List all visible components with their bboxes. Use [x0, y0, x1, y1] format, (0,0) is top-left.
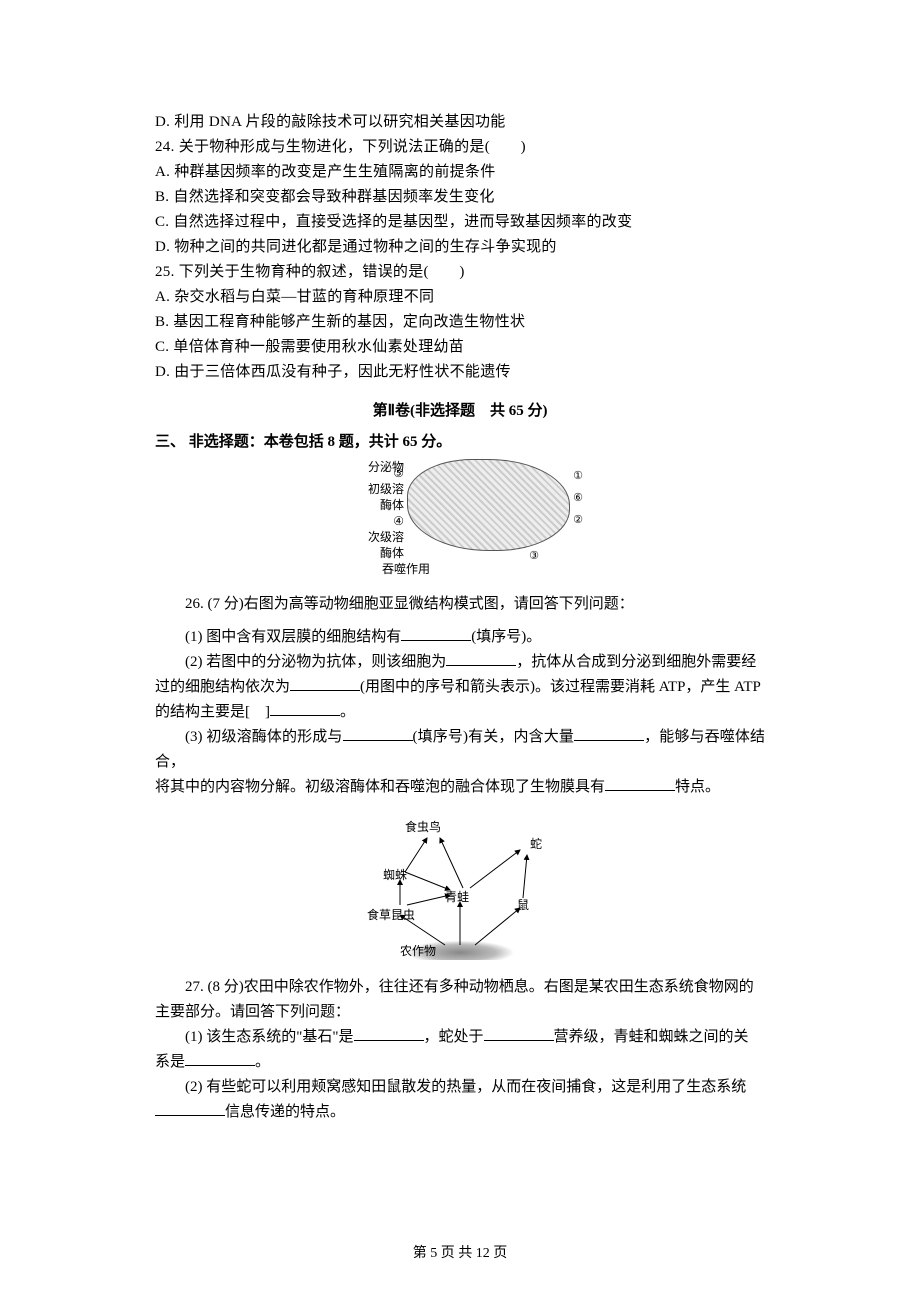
figure-2-food-web: 食虫鸟 蛇 蜘蛛 青蛙 鼠 食草昆虫 农作物 [345, 810, 575, 960]
q27-sub2-line1: (2) 有些蛇可以利用颊窝感知田鼠散发的热量，从而在夜间捕食，这是利用了生态系统 [155, 1075, 765, 1100]
page-footer: 第 5 页 共 12 页 [0, 1242, 920, 1262]
q24-option-b: B. 自然选择和突变都会导致种群基因频率发生变化 [155, 185, 765, 210]
q26-sub2-line2: 过的细胞结构依次为 (用图中的序号和箭头表示)。该过程需要消耗 ATP，产生 AT… [155, 675, 765, 700]
q26-sub2-line3: 的结构主要是[ ] 。 [155, 700, 765, 725]
fig2-node-insect: 食草昆虫 [367, 906, 415, 923]
q26-2-text-a: (2) 若图中的分泌物为抗体，则该细胞为 [185, 654, 446, 670]
fig1-label-primary-lyso-2: 酶体 [350, 497, 407, 513]
part2-subtitle: 三、 非选择题：本卷包括 8 题，共计 65 分。 [155, 430, 765, 451]
blank [605, 775, 675, 791]
q27-1-text-a: (1) 该生态系统的"基石"是 [185, 1029, 354, 1045]
blank [484, 1025, 554, 1041]
q26-sub1: (1) 图中含有双层膜的细胞结构有 (填序号)。 [155, 625, 765, 650]
q24-stem: 24. 关于物种形成与生物进化，下列说法正确的是( ) [155, 135, 765, 160]
q26-3-text-d: 将其中的内容物分解。初级溶酶体和吞噬泡的融合体现了生物膜具有 [155, 779, 605, 795]
q27-sub1-line2: 系是 。 [155, 1050, 765, 1075]
q27-2-text-b: 信息传递的特点。 [225, 1104, 345, 1120]
q26-sub2-line1: (2) 若图中的分泌物为抗体，则该细胞为 ，抗体从合成到分泌到细胞外需要经 [155, 650, 765, 675]
q24-option-a: A. 种群基因频率的改变是产生生殖隔离的前提条件 [155, 160, 765, 185]
q26-2-text-b: ，抗体从合成到分泌到细胞外需要经 [516, 654, 756, 670]
q26-2-text-f: 。 [340, 704, 355, 720]
fig1-num-6: ⑥ [573, 490, 583, 506]
figure-2-block: 食虫鸟 蛇 蜘蛛 青蛙 鼠 食草昆虫 农作物 [155, 810, 765, 965]
fig1-label-primary-lyso-1: 初级溶 [350, 481, 407, 497]
q24-option-d: D. 物种之间的共同进化都是通过物种之间的生存斗争实现的 [155, 235, 765, 260]
figure-1-block: 分泌物 ① ⑥ ② ③ ⑤ 初级溶 酶体 ④ 次级溶 酶体 吞噬作用 [155, 459, 765, 578]
fig2-sketch: 食虫鸟 蛇 蜘蛛 青蛙 鼠 食草昆虫 农作物 [345, 810, 575, 960]
q27-1-text-c: 营养级，青蛙和蜘蛛之间的关 [554, 1029, 749, 1045]
q26-3-text-e: 特点。 [675, 779, 720, 795]
q26-sub3-line1: (3) 初级溶酶体的形成与(填序号)有关，内含大量，能够与吞噬体结合， [155, 725, 765, 775]
q27-1-text-e: 。 [255, 1054, 270, 1070]
q27-stem-line2: 主要部分。请回答下列问题： [155, 1000, 765, 1025]
q26-sub3-line2: 将其中的内容物分解。初级溶酶体和吞噬泡的融合体现了生物膜具有 特点。 [155, 775, 765, 800]
q26-2-text-d: (用图中的序号和箭头表示)。该过程需要消耗 ATP，产生 ATP [360, 679, 761, 695]
q27-1-text-d: 系是 [155, 1054, 185, 1070]
q27-sub1-line1: (1) 该生态系统的"基石"是 ，蛇处于 营养级，青蛙和蜘蛛之间的关 [155, 1025, 765, 1050]
fig2-node-crop: 农作物 [400, 942, 436, 959]
fig2-node-bird: 食虫鸟 [405, 818, 441, 835]
q25-option-d: D. 由于三倍体西瓜没有种子，因此无籽性状不能遗传 [155, 360, 765, 385]
fig1-num-5: ⑤ [350, 465, 407, 481]
fig1-num-4: ④ [350, 513, 407, 529]
fig1-label-phagocytosis: 吞噬作用 [350, 561, 433, 577]
fig2-node-spider: 蜘蛛 [383, 866, 407, 883]
q26-1-text-b: (填序号)。 [471, 629, 541, 645]
fig1-num-1: ① [573, 468, 583, 484]
fig2-node-mouse: 鼠 [517, 896, 529, 913]
fig1-label-secondary-lyso-1: 次级溶 [350, 529, 407, 545]
q26-3-text-b: (填序号)有关，内含大量 [413, 729, 575, 745]
blank [290, 675, 360, 691]
q27-1-text-b: ，蛇处于 [424, 1029, 484, 1045]
q26-2-text-c: 过的细胞结构依次为 [155, 679, 290, 695]
blank [155, 1100, 225, 1116]
fig1-label-secondary-lyso-2: 酶体 [350, 545, 407, 561]
fig2-node-snake: 蛇 [530, 835, 542, 852]
q24-option-c: C. 自然选择过程中，直接受选择的是基因型，进而导致基因频率的改变 [155, 210, 765, 235]
q23-option-d: D. 利用 DNA 片段的敲除技术可以研究相关基因功能 [155, 110, 765, 135]
q27-stem-line1: 27. (8 分)农田中除农作物外，往往还有多种动物栖息。右图是某农田生态系统食… [155, 975, 765, 1000]
blank [401, 625, 471, 641]
q25-option-b: B. 基因工程育种能够产生新的基因，定向改造生物性状 [155, 310, 765, 335]
blank [185, 1050, 255, 1066]
exam-page: D. 利用 DNA 片段的敲除技术可以研究相关基因功能 24. 关于物种形成与生… [0, 0, 920, 1302]
q27-sub2-line2: 信息传递的特点。 [155, 1100, 765, 1125]
figure-1-cell-diagram: 分泌物 ① ⑥ ② ③ ⑤ 初级溶 酶体 ④ 次级溶 酶体 吞噬作用 [350, 459, 570, 577]
blank [270, 700, 340, 716]
part2-title: 第Ⅱ卷(非选择题 共 65 分) [155, 399, 765, 420]
fig1-num-2: ② [573, 512, 583, 528]
q25-option-a: A. 杂交水稻与白菜—甘蓝的育种原理不同 [155, 285, 765, 310]
blank [446, 650, 516, 666]
q26-3-text-a: (3) 初级溶酶体的形成与 [185, 729, 343, 745]
q25-stem: 25. 下列关于生物育种的叙述，错误的是( ) [155, 260, 765, 285]
blank [574, 725, 644, 741]
blank [354, 1025, 424, 1041]
q26-stem: 26. (7 分)右图为高等动物细胞亚显微结构模式图，请回答下列问题： [155, 592, 765, 617]
q26-1-text-a: (1) 图中含有双层膜的细胞结构有 [185, 629, 401, 645]
fig2-node-frog: 青蛙 [445, 888, 469, 905]
fig2-arrows [345, 810, 575, 960]
q26-2-text-e: 的结构主要是[ ] [155, 704, 270, 720]
q25-option-c: C. 单倍体育种一般需要使用秋水仙素处理幼苗 [155, 335, 765, 360]
blank [343, 725, 413, 741]
